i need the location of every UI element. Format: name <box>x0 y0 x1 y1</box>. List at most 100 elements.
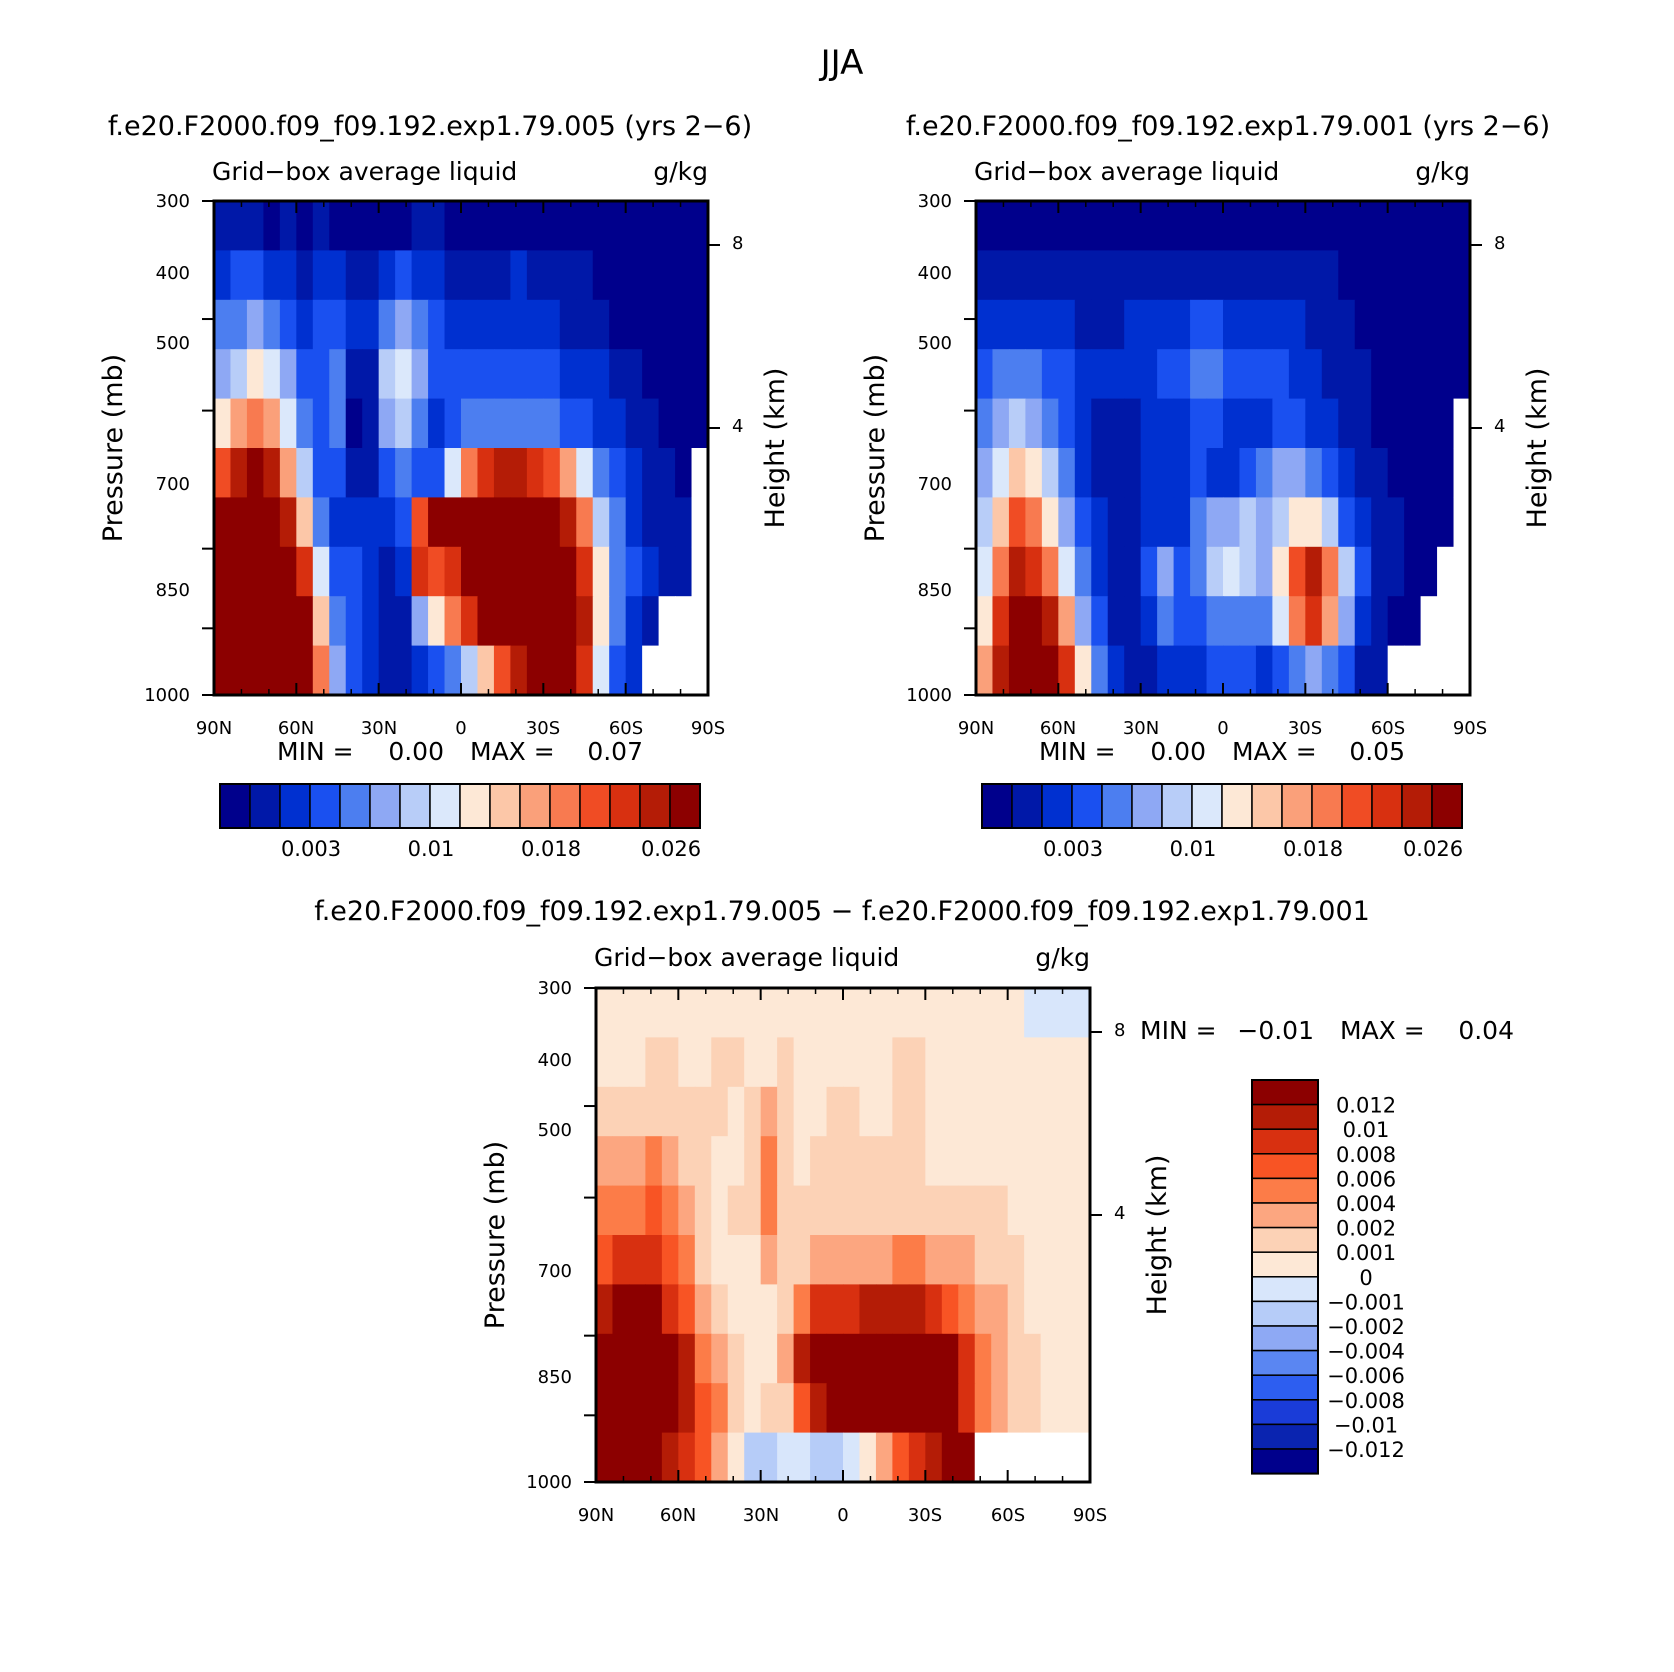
contour-cell <box>576 546 594 597</box>
contour-cell <box>908 1432 926 1483</box>
contour-cell <box>625 201 643 251</box>
contour-cell <box>777 1136 795 1187</box>
contour-cell <box>596 1037 614 1088</box>
contour-cell <box>612 1185 630 1236</box>
colorbar-swatch <box>549 783 581 829</box>
contour-cell <box>694 1432 712 1483</box>
contour-cell <box>976 398 994 449</box>
contour-cell <box>1321 546 1339 597</box>
missing-data-cell <box>1453 546 1471 597</box>
panel-3-xtick-90S: 90S <box>1073 1505 1107 1526</box>
contour-cell <box>645 1333 663 1384</box>
contour-cell <box>1190 546 1208 597</box>
colorbar-swatch <box>1251 1177 1319 1204</box>
contour-cell <box>378 546 396 597</box>
panel-1-missing-data-mask <box>642 448 709 696</box>
panel-1-ytick-1000: 1000 <box>144 685 190 706</box>
panel-1-variable-label: Grid−box average liquid <box>212 157 517 186</box>
contour-cell <box>777 1185 795 1236</box>
contour-cell <box>992 645 1010 696</box>
contour-cell <box>1206 250 1224 301</box>
contour-cell <box>296 645 314 696</box>
contour-cell <box>329 497 347 548</box>
contour-cell <box>658 497 676 548</box>
colorbar-label: −0.006 <box>1327 1364 1405 1388</box>
contour-cell <box>976 299 994 350</box>
contour-cell <box>296 201 314 251</box>
contour-cell <box>263 645 281 696</box>
contour-cell <box>395 201 413 251</box>
contour-cell <box>859 1235 877 1285</box>
contour-cell <box>744 1037 762 1088</box>
missing-data-cell <box>1437 645 1455 696</box>
panel-3: f.e20.F2000.f09_f09.192.exp1.79.005 − f.… <box>314 896 1514 1526</box>
panel-3-height-tick-4: 4 <box>1114 1203 1125 1224</box>
contour-cell <box>1057 988 1075 1038</box>
contour-cell <box>1107 349 1125 400</box>
contour-cell <box>941 988 959 1038</box>
contour-cell <box>744 1185 762 1236</box>
panel-3-xtick-90N: 90N <box>578 1505 614 1526</box>
contour-cell <box>810 1136 828 1187</box>
contour-cell <box>1387 596 1405 647</box>
colorbar-swatch <box>1251 1103 1319 1130</box>
colorbar-swatch <box>1371 783 1403 829</box>
contour-cell <box>1190 201 1208 251</box>
contour-cell <box>1223 349 1241 400</box>
contour-cell <box>1437 250 1455 301</box>
contour-cell <box>612 1037 630 1088</box>
contour-cell <box>444 645 462 696</box>
contour-cell <box>727 1235 745 1285</box>
contour-cell <box>1057 1185 1075 1236</box>
contour-cell <box>991 1136 1009 1187</box>
colorbar-swatch <box>1251 1448 1319 1475</box>
contour-cell <box>329 645 347 696</box>
colorbar-swatch <box>1011 783 1043 829</box>
contour-cell <box>1453 299 1471 350</box>
contour-cell <box>678 1185 696 1236</box>
contour-cell <box>1272 299 1290 350</box>
contour-cell <box>875 1136 893 1187</box>
contour-cell <box>1354 596 1372 647</box>
contour-cell <box>1354 398 1372 449</box>
contour-cell <box>727 1037 745 1088</box>
contour-cell <box>625 645 643 696</box>
contour-cell <box>510 596 528 647</box>
contour-cell <box>329 546 347 597</box>
missing-data-cell <box>1040 1432 1058 1483</box>
contour-cell <box>1041 497 1059 548</box>
contour-cell <box>1073 1383 1091 1434</box>
contour-cell <box>843 1284 861 1335</box>
contour-cell <box>892 1235 910 1285</box>
contour-cell <box>345 596 363 647</box>
contour-cell <box>378 349 396 400</box>
contour-cell <box>543 448 561 498</box>
contour-cell <box>230 596 248 647</box>
colorbar-swatch <box>1161 783 1193 829</box>
missing-data-cell <box>1073 1432 1091 1483</box>
contour-cell <box>777 1432 795 1483</box>
contour-cell <box>1157 596 1175 647</box>
contour-cell <box>1420 398 1438 449</box>
contour-cell <box>628 1432 646 1483</box>
contour-cell <box>411 497 429 548</box>
contour-cell <box>1420 448 1438 498</box>
contour-cell <box>694 1037 712 1088</box>
contour-cell <box>1223 546 1241 597</box>
contour-cell <box>1272 349 1290 400</box>
contour-cell <box>395 497 413 548</box>
contour-cell <box>1058 448 1076 498</box>
contour-cell <box>263 448 281 498</box>
contour-cell <box>642 201 660 251</box>
panel-1-xtick-30S: 30S <box>526 718 560 739</box>
contour-cell <box>991 1383 1009 1434</box>
contour-cell <box>1453 201 1471 251</box>
colorbar-swatch <box>339 783 371 829</box>
contour-cell <box>1190 250 1208 301</box>
contour-cell <box>395 349 413 400</box>
contour-cell <box>974 1037 992 1088</box>
contour-cell <box>428 546 446 597</box>
contour-cell <box>958 1383 976 1434</box>
contour-cell <box>1008 596 1026 647</box>
contour-cell <box>596 988 614 1038</box>
